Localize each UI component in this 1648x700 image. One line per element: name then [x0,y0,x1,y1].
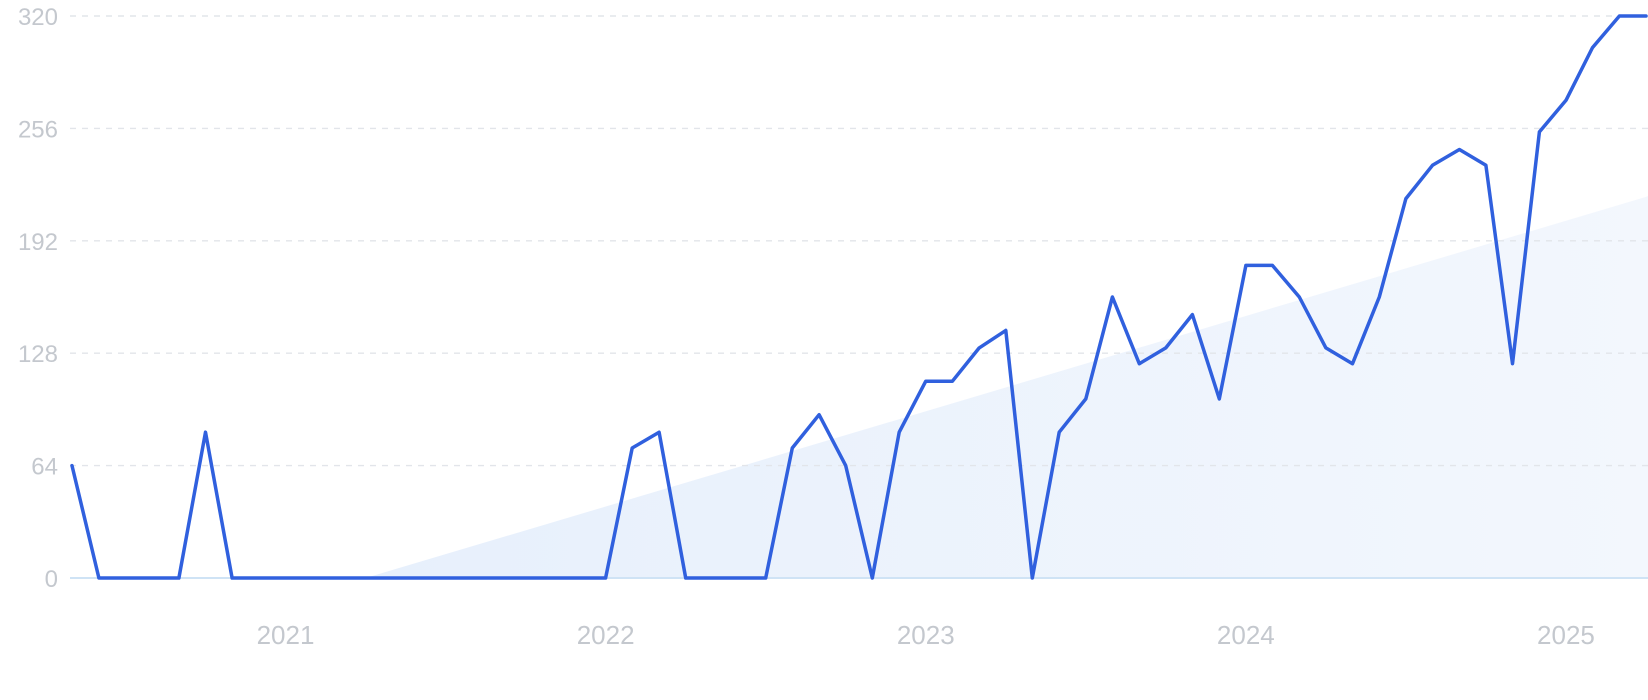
data-point [1270,263,1274,267]
data-point [150,576,154,580]
data-point [604,576,608,580]
trend-area [72,196,1648,578]
data-point [497,576,501,580]
y-tick-label: 0 [45,566,58,593]
data-point [1190,313,1194,317]
data-point [1617,14,1621,18]
data-point [177,576,181,580]
data-point [764,576,768,580]
data-point [550,576,554,580]
data-point [1324,346,1328,350]
data-point [1057,430,1061,434]
data-point [1217,397,1221,401]
data-point [577,576,581,580]
data-point [1537,130,1541,134]
data-point [1004,328,1008,332]
data-point [737,576,741,580]
data-point [684,576,688,580]
data-point [1377,295,1381,299]
data-point [417,576,421,580]
data-point [257,576,261,580]
data-point [790,446,794,450]
data-point [1164,346,1168,350]
data-point [123,576,127,580]
data-point [203,430,207,434]
data-point [1644,14,1648,18]
y-tick-label: 192 [18,229,58,256]
data-point [470,576,474,580]
x-axis-tick-labels: 2021 2022 2023 2024 2025 [257,620,1595,650]
data-point [870,576,874,580]
y-tick-label: 128 [18,341,58,368]
data-point [284,576,288,580]
x-tick-label: 2024 [1217,620,1275,650]
y-axis-tick-labels: 0 64 128 192 256 320 [18,4,58,593]
data-point [390,576,394,580]
y-tick-label: 256 [18,116,58,143]
data-point [1137,362,1141,366]
data-point [1430,163,1434,167]
data-point [1591,46,1595,50]
data-point [1457,147,1461,151]
data-point [897,430,901,434]
data-point [230,576,234,580]
x-tick-label: 2022 [577,620,635,650]
data-point [337,576,341,580]
data-point [1404,197,1408,201]
data-point [1350,362,1354,366]
x-tick-label: 2021 [257,620,315,650]
data-point [1511,362,1515,366]
y-tick-label: 64 [31,454,58,481]
data-point [977,346,981,350]
data-point [1484,163,1488,167]
data-point [1084,397,1088,401]
data-point [310,576,314,580]
data-point [97,576,101,580]
data-point [1110,295,1114,299]
data-point [657,430,661,434]
data-point [817,413,821,417]
data-point [524,576,528,580]
data-point [1030,576,1034,580]
data-point [1297,295,1301,299]
data-point [924,379,928,383]
series-line-layer [70,14,1648,580]
trend-area-layer [72,196,1648,578]
x-tick-label: 2025 [1537,620,1595,650]
data-point [710,576,714,580]
x-tick-label: 2023 [897,620,955,650]
data-point [844,464,848,468]
data-point [630,446,634,450]
series-line [70,14,1648,580]
data-point [1564,98,1568,102]
data-point [70,464,74,468]
data-point [950,379,954,383]
data-point [1244,263,1248,267]
data-point [364,576,368,580]
y-tick-label: 320 [18,4,58,31]
data-point [444,576,448,580]
